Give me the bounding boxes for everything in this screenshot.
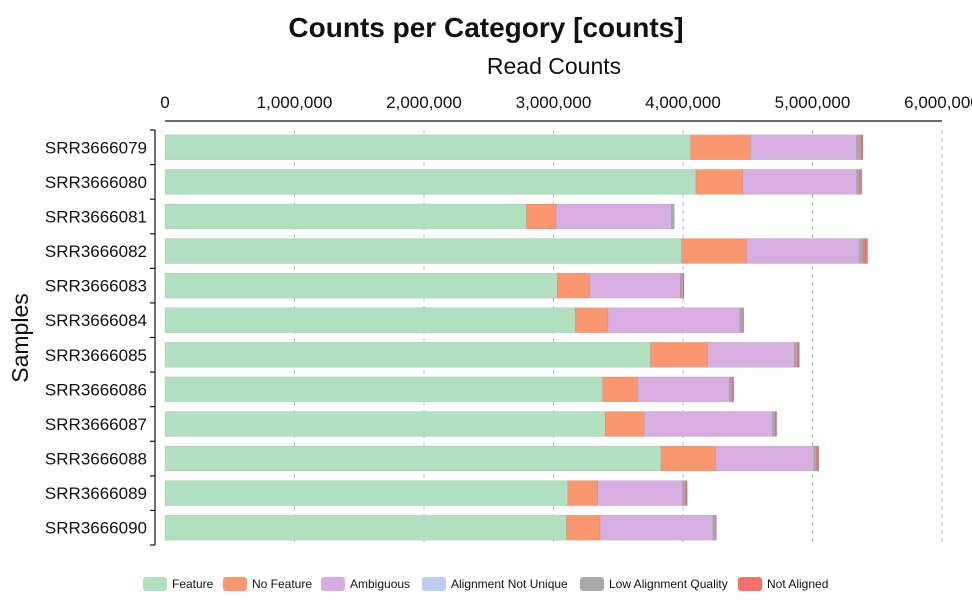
legend-label[interactable]: Feature <box>172 577 214 591</box>
bar-segment-feature[interactable] <box>165 308 576 333</box>
bar-segment-feature[interactable] <box>165 377 603 402</box>
bar-segment-not-aligned[interactable] <box>864 239 868 264</box>
bar-segment-ambiguous[interactable] <box>638 377 730 402</box>
x-tick-label: 2,000,000 <box>386 93 462 112</box>
bar-segment-low-alignment-quality[interactable] <box>773 411 776 436</box>
bar-segment-ambiguous[interactable] <box>598 481 683 506</box>
legend-swatch[interactable] <box>223 577 247 591</box>
bar-segment-no-feature[interactable] <box>557 273 589 298</box>
bar-segment-no-feature[interactable] <box>696 169 743 194</box>
bar-segment-ambiguous[interactable] <box>750 135 856 160</box>
bar-segment-no-feature[interactable] <box>691 135 751 160</box>
y-category-label: SRR3666088 <box>45 450 147 469</box>
bar-segment-low-alignment-quality[interactable] <box>857 169 860 194</box>
bar-segment-no-feature[interactable] <box>568 481 598 506</box>
y-category-label: SRR3666086 <box>45 380 147 399</box>
bar-segment-ambiguous[interactable] <box>556 204 671 229</box>
bar-segment-not-aligned[interactable] <box>817 446 819 471</box>
bar-segment-ambiguous[interactable] <box>715 446 813 471</box>
x-tick-label: 4,000,000 <box>645 93 721 112</box>
legend-swatch[interactable] <box>143 577 167 591</box>
x-axis-title: Read Counts <box>487 53 621 79</box>
bar-segment-ambiguous[interactable] <box>743 169 857 194</box>
y-axis-title: Samples <box>7 293 33 382</box>
legend-swatch[interactable] <box>738 577 762 591</box>
bar-segment-no-feature[interactable] <box>651 342 708 367</box>
bar-segment-low-alignment-quality[interactable] <box>683 481 686 506</box>
bar-segment-feature[interactable] <box>165 515 566 540</box>
x-tick-label: 0 <box>160 93 169 112</box>
bar-segment-no-feature[interactable] <box>605 411 644 436</box>
bar-segment-low-alignment-quality[interactable] <box>814 446 817 471</box>
bar-segment-ambiguous[interactable] <box>590 273 681 298</box>
legend-swatch[interactable] <box>580 577 604 591</box>
chart-title: Counts per Category [counts] <box>288 12 683 43</box>
bar-segment-feature[interactable] <box>165 446 661 471</box>
x-tick-label: 1,000,000 <box>257 93 333 112</box>
bar-segment-not-aligned[interactable] <box>861 135 863 160</box>
bar-segment-ambiguous[interactable] <box>746 239 859 264</box>
x-tick-label: 6,000,000 <box>904 93 972 112</box>
legend-label[interactable]: No Feature <box>252 577 312 591</box>
bar-segment-feature[interactable] <box>165 169 696 194</box>
bar-segment-feature[interactable] <box>165 135 691 160</box>
bar-segment-low-alignment-quality[interactable] <box>681 273 684 298</box>
legend-label[interactable]: Ambiguous <box>350 577 410 591</box>
bar-segment-not-aligned[interactable] <box>860 169 862 194</box>
bar-segment-feature[interactable] <box>165 204 526 229</box>
bar-segment-ambiguous[interactable] <box>644 411 772 436</box>
bar-segment-no-feature[interactable] <box>682 239 747 264</box>
bar-segment-feature[interactable] <box>165 342 651 367</box>
bar-segment-low-alignment-quality[interactable] <box>795 342 798 367</box>
bar-segment-not-aligned[interactable] <box>716 515 717 540</box>
bar-segment-no-feature[interactable] <box>576 308 608 333</box>
bar-segment-no-feature[interactable] <box>566 515 600 540</box>
y-category-label: SRR3666083 <box>45 277 147 296</box>
legend-swatch[interactable] <box>321 577 345 591</box>
bar-segment-not-aligned[interactable] <box>683 273 684 298</box>
bar-segment-no-feature[interactable] <box>526 204 556 229</box>
bar-segment-no-feature[interactable] <box>603 377 638 402</box>
y-category-label: SRR3666089 <box>45 484 147 503</box>
bar-segment-low-alignment-quality[interactable] <box>860 239 864 264</box>
bar-segment-not-aligned[interactable] <box>733 377 734 402</box>
x-tick-label: 5,000,000 <box>775 93 851 112</box>
bar-segment-low-alignment-quality[interactable] <box>730 377 733 402</box>
bar-segment-ambiguous[interactable] <box>600 515 713 540</box>
bar-segment-low-alignment-quality[interactable] <box>740 308 743 333</box>
y-category-label: SRR3666081 <box>45 207 147 226</box>
x-tick-label: 3,000,000 <box>516 93 592 112</box>
bar-segment-feature[interactable] <box>165 273 557 298</box>
bar-segment-feature[interactable] <box>165 481 568 506</box>
y-category-label: SRR3666080 <box>45 173 147 192</box>
bar-segment-not-aligned[interactable] <box>775 411 776 436</box>
legend-label[interactable]: Not Aligned <box>767 577 828 591</box>
bar-segment-no-feature[interactable] <box>661 446 715 471</box>
bar-segment-low-alignment-quality[interactable] <box>713 515 716 540</box>
y-category-label: SRR3666084 <box>45 311 147 330</box>
bar-segment-feature[interactable] <box>165 239 682 264</box>
y-category-label: SRR3666082 <box>45 242 147 261</box>
bar-segment-low-alignment-quality[interactable] <box>857 135 861 160</box>
y-category-label: SRR3666085 <box>45 346 147 365</box>
legend: Feature No Feature Ambiguous Alignment Not … <box>143 577 828 591</box>
legend-label[interactable]: Alignment Not Unique <box>451 577 568 591</box>
y-category-label: SRR3666079 <box>45 138 147 157</box>
bar-segment-not-aligned[interactable] <box>686 481 687 506</box>
bar-segment-not-aligned[interactable] <box>743 308 744 333</box>
bar-segment-low-alignment-quality[interactable] <box>672 204 675 229</box>
bar-segment-ambiguous[interactable] <box>608 308 740 333</box>
legend-label[interactable]: Low Alignment Quality <box>609 577 728 591</box>
y-category-label: SRR3666090 <box>45 519 147 538</box>
bar-segment-feature[interactable] <box>165 411 605 436</box>
y-category-label: SRR3666087 <box>45 415 147 434</box>
bar-segment-not-aligned[interactable] <box>797 342 799 367</box>
legend-swatch[interactable] <box>422 577 446 591</box>
bar-segment-ambiguous[interactable] <box>708 342 795 367</box>
bars-layer <box>165 135 868 540</box>
